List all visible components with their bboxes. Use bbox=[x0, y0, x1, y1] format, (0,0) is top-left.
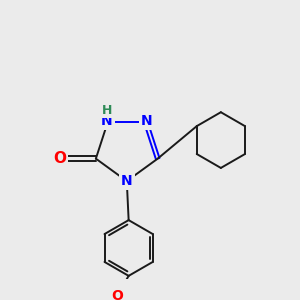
Text: H: H bbox=[102, 104, 112, 117]
Text: O: O bbox=[111, 289, 123, 300]
Text: O: O bbox=[53, 151, 66, 166]
Text: N: N bbox=[121, 174, 133, 188]
Text: N: N bbox=[101, 114, 112, 128]
Text: N: N bbox=[141, 114, 153, 128]
